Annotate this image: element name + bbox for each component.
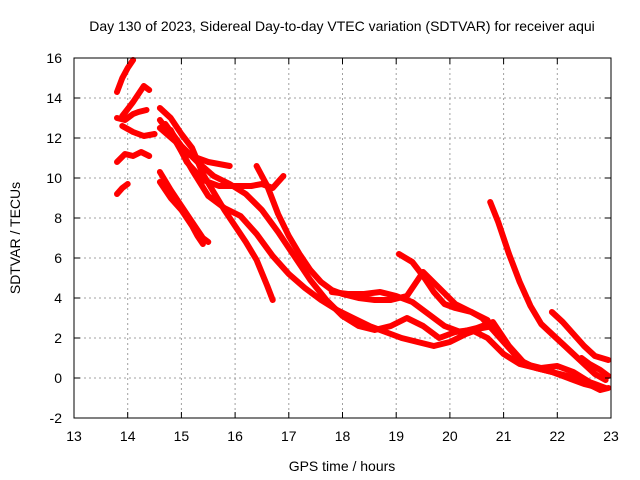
grid-lines — [74, 58, 611, 418]
x-tick-label: 22 — [550, 428, 566, 444]
x-tick-label: 23 — [603, 428, 619, 444]
y-tick-label: 12 — [46, 130, 62, 146]
y-tick-label: 4 — [54, 290, 62, 306]
y-tick-label: 6 — [54, 250, 62, 266]
axis-ticks — [73, 57, 612, 419]
x-tick-label: 18 — [335, 428, 351, 444]
series-arc-14 — [253, 163, 491, 323]
x-tick-label: 16 — [227, 428, 243, 444]
data-traces — [114, 57, 612, 393]
series-arc-2 — [114, 107, 150, 123]
series-arc-16 — [395, 251, 612, 393]
series-arc-19 — [578, 355, 612, 379]
series-arc-17 — [487, 199, 609, 383]
y-axis-label: SDTVAR / TECUs — [7, 182, 23, 294]
series-arc-5 — [114, 181, 131, 197]
x-tick-label: 17 — [281, 428, 297, 444]
y-tick-label: 2 — [54, 330, 62, 346]
y-tick-label: 10 — [46, 170, 62, 186]
chart-title: Day 130 of 2023, Sidereal Day-to-day VTE… — [89, 18, 595, 34]
series-arc-18 — [548, 309, 612, 363]
x-tick-label: 14 — [120, 428, 136, 444]
y-tick-label: -2 — [50, 410, 63, 426]
series-arc-4 — [114, 149, 153, 165]
y-tick-label: 14 — [46, 90, 62, 106]
series-arc-3 — [119, 83, 153, 119]
y-tick-label: 8 — [54, 210, 62, 226]
series-arc-8 — [156, 179, 206, 247]
x-tick-label: 21 — [496, 428, 512, 444]
x-tick-labels: 13 14 15 16 17 18 19 20 21 22 23 — [66, 428, 619, 444]
x-tick-label: 13 — [66, 428, 82, 444]
y-tick-label: 16 — [46, 50, 62, 66]
y-tick-label: 0 — [54, 370, 62, 386]
y-tick-labels: -2 0 2 4 6 8 10 12 14 16 — [46, 50, 62, 426]
x-axis-label: GPS time / hours — [289, 458, 396, 474]
series-arc-15 — [328, 289, 609, 391]
x-tick-label: 15 — [174, 428, 190, 444]
series-arc-1 — [114, 57, 137, 95]
x-tick-label: 20 — [442, 428, 458, 444]
series-arc-6 — [119, 123, 158, 139]
x-tick-label: 19 — [388, 428, 404, 444]
